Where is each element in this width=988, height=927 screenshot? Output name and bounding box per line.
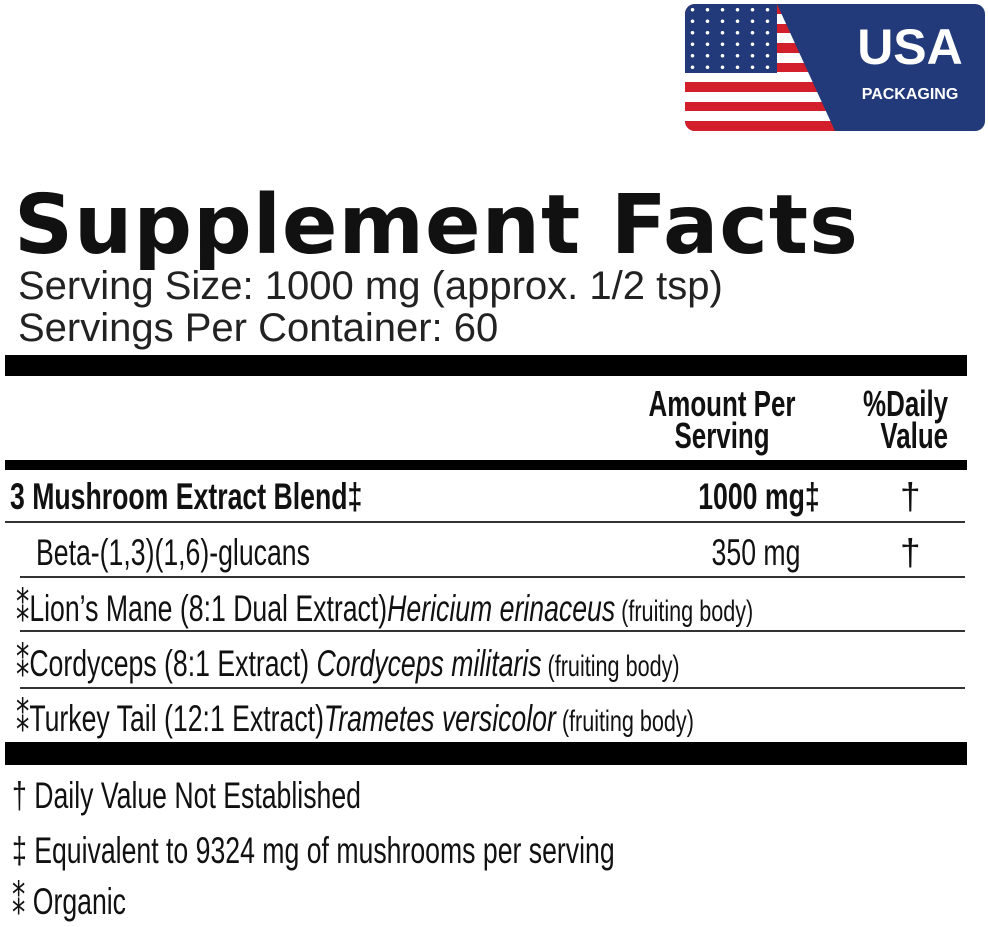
daily-value-header: %Daily Value [862,383,948,456]
glucans-name: Beta-(1,3)(1,6)-glucans [36,532,310,573]
ingredient-cordyceps: ⁑Cordyceps (8:1 Extract) Cordyceps milit… [16,643,680,684]
divider-thick [5,742,967,765]
divider-medium [5,460,967,470]
ingredient-lions-mane: ⁑Lion’s Mane (8:1 Dual Extract)Hericium … [16,588,754,629]
blend-dv: † [900,476,921,517]
us-flag-icon [685,4,835,131]
servings-per-container: Servings Per Container: 60 [18,306,499,350]
page-title: Supplement Facts [14,178,859,273]
footnote-daily-value: † Daily Value Not Established [12,775,361,816]
blend-amount: 1000 mg‡ [698,476,820,517]
row-divider [20,576,965,578]
ingredient-turkey-tail: ⁑Turkey Tail (12:1 Extract)Trametes vers… [16,698,694,739]
usa-packaging-badge: USA PACKAGING [685,4,985,131]
row-divider [20,630,965,632]
footnote-equivalent: ‡ Equivalent to 9324 mg of mushrooms per… [12,830,615,871]
glucans-dv: † [900,532,921,573]
row-divider [5,521,965,523]
badge-title: USA [857,19,963,75]
row-divider [20,687,965,689]
footnote-organic: ⁑ Organic [12,881,127,922]
blend-name: 3 Mushroom Extract Blend‡ [10,476,363,517]
serving-size: Serving Size: 1000 mg (approx. 1/2 tsp) [18,264,723,308]
divider-thick [5,355,967,376]
badge-subtitle: PACKAGING [861,86,959,103]
amount-per-serving-header: Amount Per Serving [649,383,796,456]
glucans-amount: 350 mg [711,532,800,573]
